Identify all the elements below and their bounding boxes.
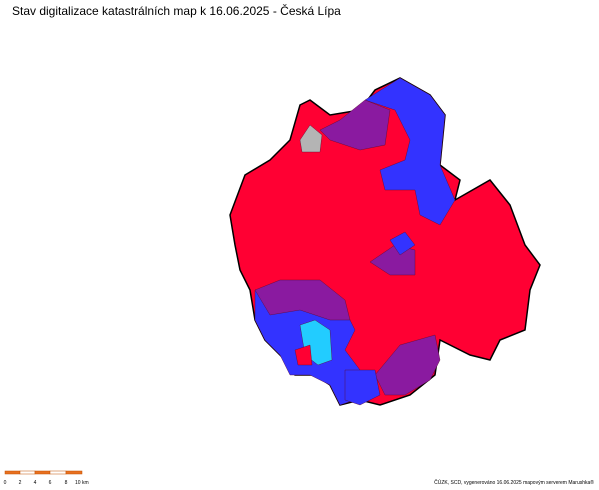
region-blue: [364, 77, 456, 226]
scale-label: 8: [65, 480, 68, 486]
map-title: Stav digitalizace katastrálních map k 16…: [12, 3, 341, 18]
region-blue: [389, 231, 416, 256]
region-blue: [344, 369, 381, 406]
scale-label: 2: [19, 480, 22, 486]
scale-label: 4: [34, 480, 37, 486]
region-purple: [254, 279, 351, 321]
scale-segment: [49, 470, 67, 475]
region-gray: [299, 124, 323, 153]
scale-segment: [4, 470, 21, 475]
credit: ČÚZK, SCD, vygenerováno 16.06.2025 mapov…: [434, 479, 594, 486]
region-purple: [319, 99, 391, 151]
scale-segment: [34, 470, 51, 475]
scale-label: 10 km: [75, 480, 89, 486]
scale-label: 6: [49, 480, 52, 486]
scale-bar: [4, 470, 83, 475]
map: [229, 77, 541, 406]
scale-segment: [65, 470, 83, 475]
region-red: [294, 344, 313, 366]
scale-label: 0: [4, 480, 7, 486]
scale-segment: [19, 470, 36, 475]
